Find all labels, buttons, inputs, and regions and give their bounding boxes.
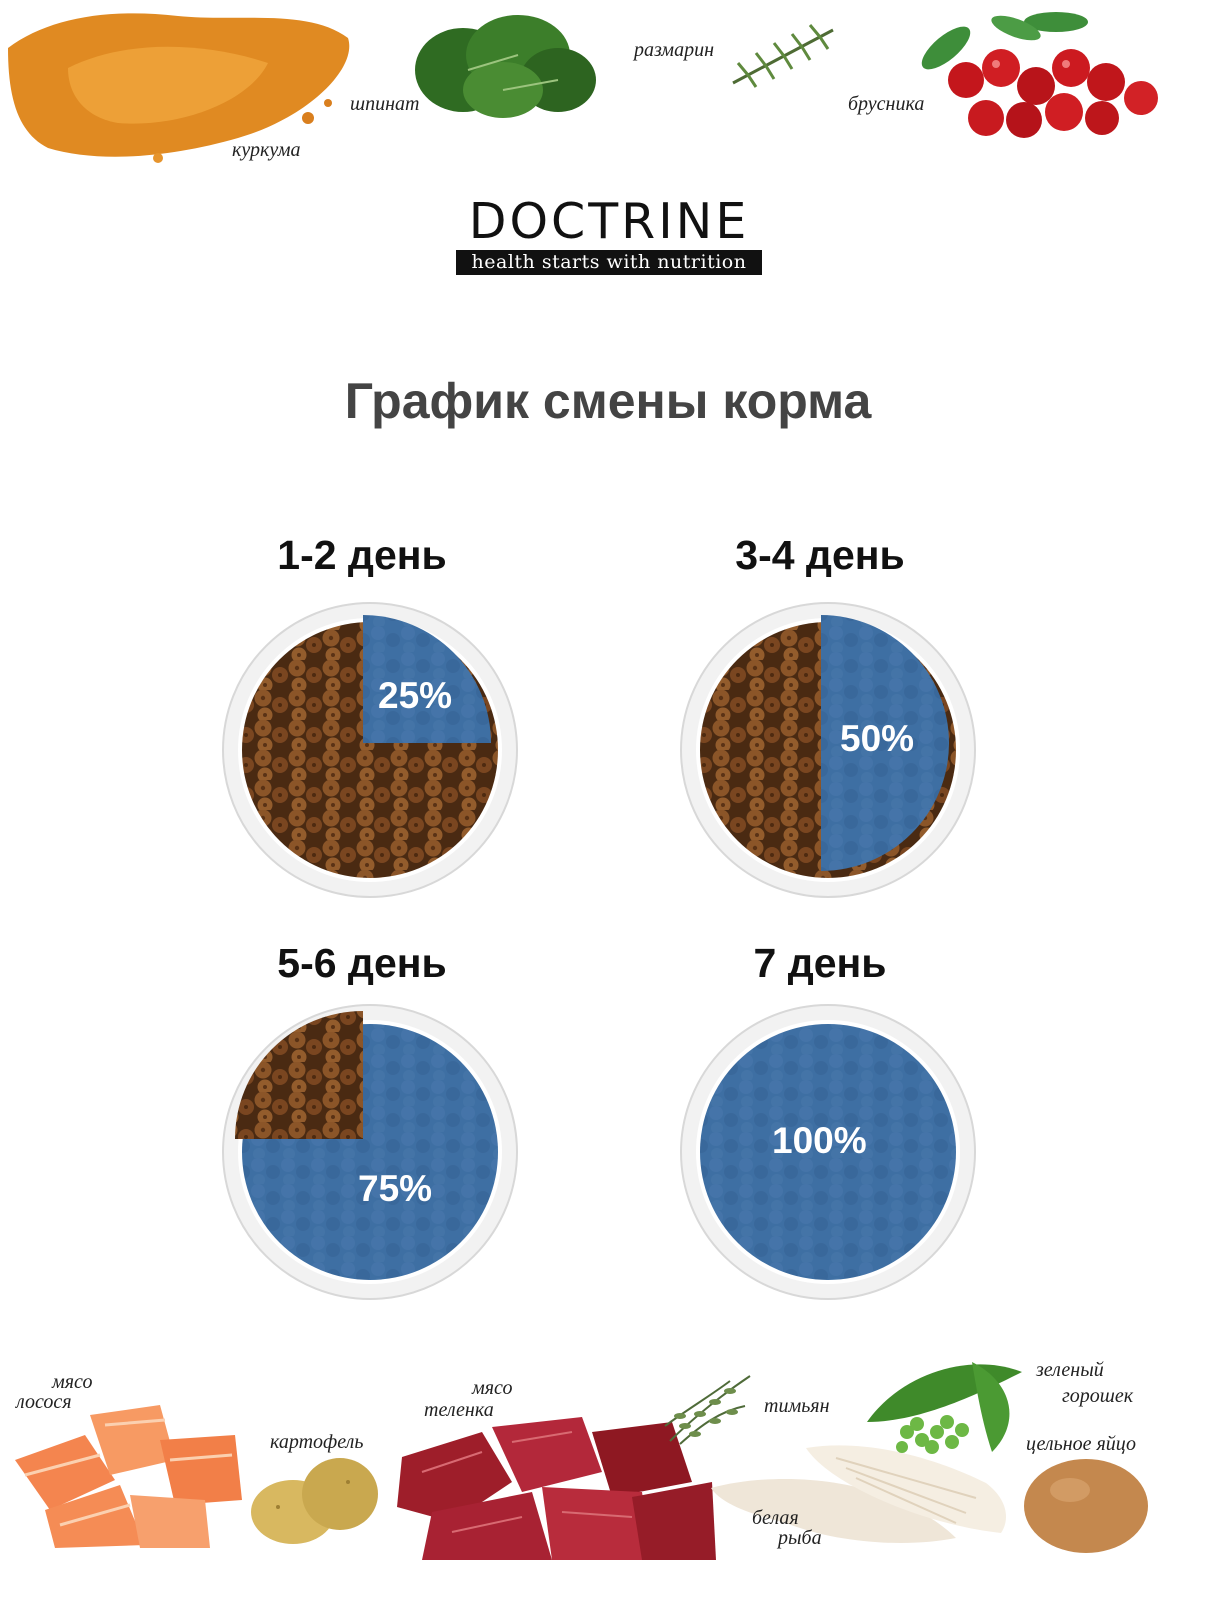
ingredient-label-turmeric: куркума: [232, 139, 301, 161]
ingredient-label-veal-line1: мясо: [472, 1377, 513, 1399]
new-food-portion: [363, 615, 491, 743]
food-bowl-step-3: 75%: [220, 1002, 520, 1302]
potato-icon: [248, 1452, 380, 1548]
new-food-percentage: 50%: [840, 718, 915, 759]
food-bowl-step-1: 25%: [220, 600, 520, 900]
ingredient-label-salmon-line2: лосося: [16, 1391, 72, 1413]
brand-tagline: health starts with nutrition: [456, 250, 762, 275]
lingonberry-icon: [906, 8, 1172, 143]
ingredient-label-salmon-line1: мясо: [52, 1371, 93, 1393]
rosemary-icon: [728, 18, 838, 98]
egg-icon: [1020, 1456, 1152, 1556]
ingredient-label-green-peas-line2: горошек: [1062, 1385, 1134, 1407]
step-day-label: 1-2 день: [277, 532, 447, 578]
ingredient-label-white-fish-line2: рыба: [778, 1527, 822, 1549]
ingredient-label-spinach: шпинат: [350, 93, 420, 115]
step-day-label: 5-6 день: [277, 940, 447, 986]
spinach-icon: [408, 10, 598, 120]
ingredient-label-green-peas-line1: зеленый: [1036, 1359, 1104, 1381]
food-bowl-step-2: 50%: [678, 600, 978, 900]
brand-name: DOCTRINE: [468, 193, 750, 250]
thyme-icon: [660, 1366, 756, 1448]
step-day-label: 3-4 день: [735, 532, 905, 578]
white-fish-icon: [706, 1438, 1012, 1558]
brand-logo: DOCTRINE health starts with nutrition: [456, 196, 762, 275]
new-food-portion: [700, 1024, 956, 1280]
food-bowl-step-4: 100%: [678, 1002, 978, 1302]
new-food-portion: [821, 615, 949, 871]
turmeric-powder-icon: [8, 8, 358, 166]
ingredient-label-potato: картофель: [270, 1431, 364, 1453]
ingredient-label-lingonberry: брусника: [848, 93, 925, 115]
ingredient-label-white-fish-line1: белая: [752, 1507, 799, 1529]
step-day-label: 7 день: [753, 940, 887, 986]
new-food-percentage: 75%: [358, 1168, 433, 1209]
ingredient-label-thyme: тимьян: [764, 1395, 830, 1417]
page-title: График смены корма: [344, 373, 872, 429]
salmon-icon: [10, 1400, 246, 1550]
old-food-portion: [235, 1011, 363, 1139]
new-food-percentage: 100%: [772, 1120, 867, 1161]
ingredient-label-rosemary: размарин: [634, 39, 714, 61]
ingredient-label-egg: цельное яйцо: [1026, 1433, 1137, 1455]
ingredient-label-veal-line2: теленка: [424, 1399, 494, 1421]
new-food-percentage: 25%: [378, 675, 453, 716]
veal-icon: [392, 1412, 716, 1560]
green-peas-icon: [862, 1352, 1026, 1462]
